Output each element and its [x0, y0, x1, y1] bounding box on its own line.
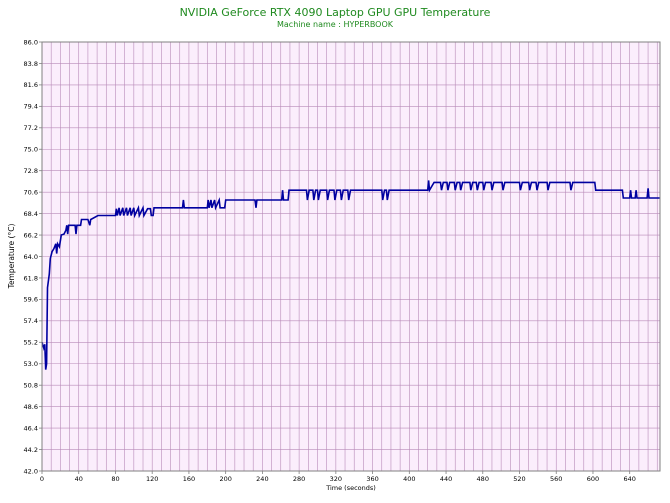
y-tick-label: 75.0 — [24, 146, 38, 154]
x-tick-label: 120 — [146, 475, 158, 483]
x-tick-label: 360 — [366, 475, 378, 483]
y-tick-label: 44.2 — [24, 446, 38, 454]
y-tick-label: 68.4 — [24, 210, 38, 218]
x-tick-label: 200 — [219, 475, 231, 483]
y-tick-label: 72.8 — [24, 167, 38, 175]
y-tick-label: 81.6 — [24, 81, 38, 89]
y-tick-label: 48.6 — [24, 403, 38, 411]
y-tick-label: 70.6 — [24, 188, 38, 196]
x-tick-label: 240 — [256, 475, 268, 483]
y-tick-label: 86.0 — [24, 38, 38, 46]
x-tick-label: 640 — [623, 475, 635, 483]
y-tick-label: 46.4 — [24, 424, 38, 432]
y-tick-label: 66.2 — [24, 231, 38, 239]
x-tick-label: 80 — [111, 475, 119, 483]
y-tick-label: 55.2 — [24, 339, 38, 347]
y-tick-label: 50.8 — [24, 382, 38, 390]
y-tick-label: 59.6 — [24, 296, 38, 304]
y-tick-label: 53.0 — [24, 360, 38, 368]
y-tick-label: 57.4 — [24, 317, 38, 325]
x-tick-label: 160 — [183, 475, 195, 483]
y-tick-label: 61.8 — [24, 274, 38, 282]
series-line — [41, 180, 660, 370]
y-tick-label: 83.8 — [24, 60, 38, 68]
chart-title: NVIDIA GeForce RTX 4090 Laptop GPU GPU T… — [179, 6, 491, 19]
grid — [42, 42, 660, 471]
x-tick-label: 520 — [513, 475, 525, 483]
x-tick-label: 560 — [550, 475, 562, 483]
plot-border — [41, 41, 661, 472]
x-tick-label: 320 — [330, 475, 342, 483]
y-tick-label: 42.0 — [24, 467, 38, 475]
y-axis-label: Temperature (°C) — [7, 224, 16, 290]
x-tick-label: 40 — [75, 475, 83, 483]
ticks: 0 40 80 120 160 200 240 280 320 360 400 440 480 520 56… — [24, 38, 636, 483]
chart-subtitle: Machine name : HYPERBOOK — [276, 20, 394, 29]
x-tick-label: 400 — [403, 475, 415, 483]
x-tick-label: 0 — [40, 475, 44, 483]
x-tick-label: 440 — [440, 475, 452, 483]
y-tick-label: 79.4 — [24, 103, 38, 111]
x-tick-label: 480 — [477, 475, 489, 483]
x-tick-label: 280 — [293, 475, 305, 483]
x-axis-label: Time (seconds) — [325, 484, 376, 492]
y-tick-label: 77.2 — [24, 124, 38, 132]
x-tick-label: 600 — [587, 475, 599, 483]
y-tick-label: 64.0 — [24, 253, 38, 261]
